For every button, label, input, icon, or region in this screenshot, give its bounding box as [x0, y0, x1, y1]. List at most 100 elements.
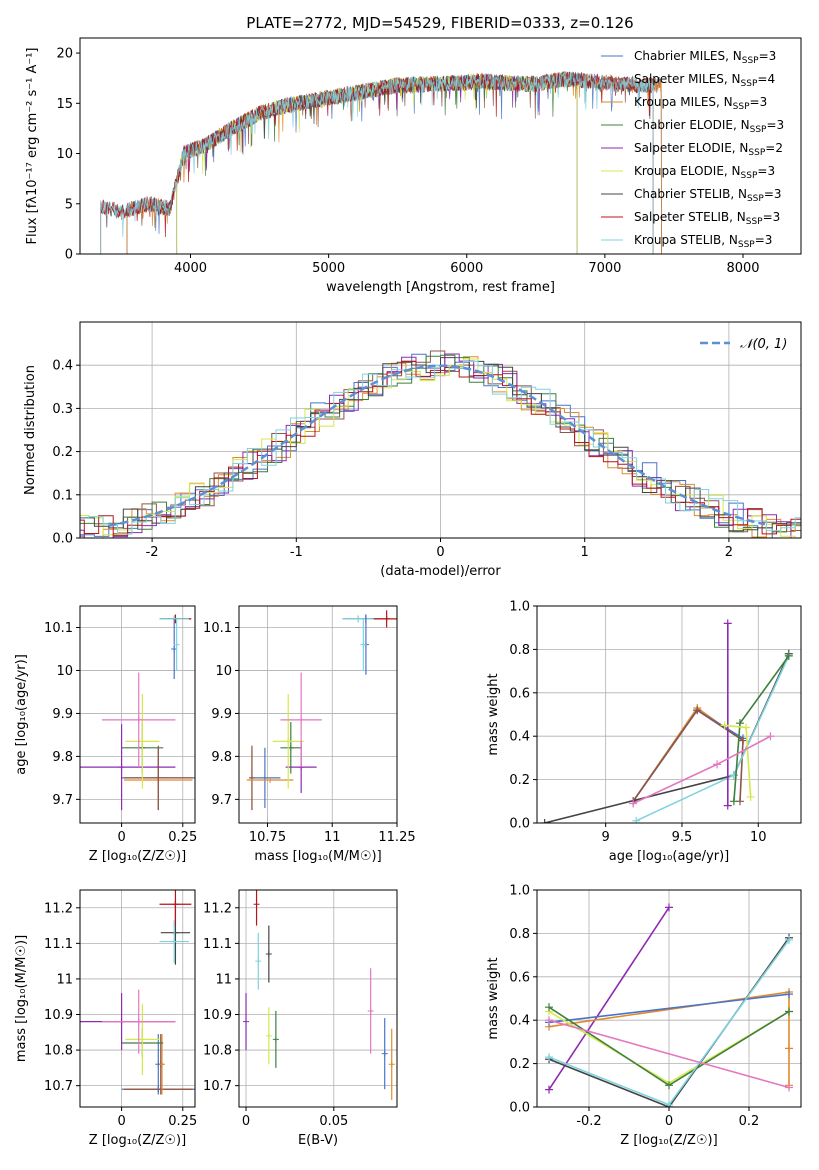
data-point — [265, 951, 272, 958]
y-tick-label: 11.1 — [44, 937, 73, 952]
y-axis-label: mass weight — [486, 957, 501, 1039]
y-tick-label: 0.0 — [52, 532, 73, 547]
x-axis-label: mass [log₁₀(M/M☉)] — [254, 849, 381, 864]
panel-mass-age: 10.75 11 11.25 9.7 9.8 9.9 10 10.1 mass [log₁₀(M… — [203, 605, 416, 864]
x-tick-label: 0.2 — [739, 1114, 760, 1129]
panel-spectrum: 4000 5000 6000 7000 8000 0 5 10 15 20 wavelength [… — [25, 37, 802, 295]
axes-frame — [79, 321, 802, 539]
histogram-step — [80, 350, 801, 538]
y-tick-label: 10.1 — [44, 621, 73, 636]
series-marker — [742, 723, 751, 732]
x-tick-label: 11.25 — [378, 830, 415, 845]
y-tick-label: 1.0 — [509, 600, 530, 615]
y-axis-label: mass weight — [486, 673, 501, 755]
y-tick-label: 9.8 — [211, 750, 232, 765]
y-tick-label: 10 — [56, 664, 73, 679]
y-tick-label: 0.4 — [509, 1014, 530, 1029]
y-axis-label: age [log₁₀(age/yr)] — [14, 654, 29, 775]
y-tick-label: 0.3 — [52, 402, 73, 417]
x-tick-label: 0.25 — [168, 1114, 197, 1129]
spectrum-line — [176, 71, 578, 254]
series-marker — [723, 619, 732, 628]
y-tick-label: 11 — [215, 972, 232, 987]
data-point — [253, 901, 260, 908]
series-marker — [720, 721, 729, 730]
legend-label: Salpeter MILES, NSSP=4 — [634, 72, 775, 89]
chart-title: PLATE=2772, MJD=54529, FIBERID=0333, z=0… — [246, 14, 633, 32]
series-marker — [713, 760, 722, 769]
data-point — [298, 716, 305, 723]
data-point — [360, 641, 367, 648]
x-axis-label: Z [log₁₀(Z/Z☉)] — [620, 1133, 717, 1148]
y-tick-label: 0.0 — [509, 1101, 530, 1116]
series-marker — [729, 797, 738, 806]
series-marker — [665, 1100, 673, 1107]
data-point — [388, 1061, 395, 1068]
y-tick-label: 11.2 — [203, 901, 232, 916]
y-tick-label: 0.8 — [509, 927, 530, 942]
y-tick-label: 0.6 — [509, 686, 530, 701]
axes-frame — [79, 605, 196, 824]
x-tick-label: 6000 — [450, 261, 483, 276]
histogram-step — [80, 361, 801, 535]
series-line — [548, 1019, 790, 1089]
axes-frame — [238, 605, 398, 824]
series-marker — [785, 1083, 793, 1092]
data-point — [172, 901, 179, 908]
data-point — [173, 641, 180, 648]
plot-area — [545, 903, 793, 1107]
y-tick-label: 11.1 — [203, 937, 232, 952]
histogram-step — [80, 358, 801, 538]
series-marker — [545, 1003, 553, 1012]
x-axis-label: E(B-V) — [298, 1133, 338, 1148]
x-tick-label: 0.05 — [319, 1114, 348, 1129]
spectrum-line — [126, 71, 662, 254]
legend-label: 𝒩(0, 1) — [740, 337, 787, 352]
series-marker — [545, 1016, 553, 1025]
x-tick-label: -0.2 — [576, 1114, 601, 1129]
data-point — [272, 1036, 279, 1043]
data-point — [265, 1032, 272, 1039]
plot-area — [243, 890, 395, 1100]
x-tick-label: 0 — [242, 1114, 250, 1129]
x-tick-label: 10 — [750, 830, 767, 845]
y-tick-label: 0.2 — [52, 445, 73, 460]
y-tick-label: 10.8 — [44, 1044, 73, 1059]
y-axis-label: Normed distribution — [23, 365, 38, 495]
y-tick-label: 5 — [65, 197, 73, 212]
series-marker — [735, 719, 744, 728]
series-marker — [785, 935, 793, 944]
data-point — [139, 1036, 146, 1043]
y-tick-label: 9.9 — [52, 707, 73, 722]
y-tick-label: 10.9 — [203, 1008, 232, 1023]
series-line — [544, 653, 790, 823]
x-tick-label: 10.75 — [249, 830, 286, 845]
legend-label: Kroupa MILES, NSSP=3 — [634, 95, 767, 112]
plot-area — [100, 71, 662, 254]
x-tick-label: 0 — [117, 830, 125, 845]
axes-frame — [536, 605, 802, 824]
y-tick-label: 10.9 — [44, 1008, 73, 1023]
series-marker — [785, 1044, 793, 1053]
series-line — [548, 991, 790, 1086]
y-tick-label: 1.0 — [509, 884, 530, 899]
x-axis-label: age [log₁₀(age/yr)] — [609, 849, 730, 864]
x-axis-label: (data-model)/error — [380, 564, 501, 579]
data-point — [172, 929, 179, 936]
y-tick-label: 0 — [65, 248, 73, 263]
series-marker — [632, 816, 641, 823]
series-marker — [785, 990, 793, 999]
series-line — [548, 993, 790, 1024]
data-point — [285, 738, 292, 745]
y-tick-label: 0.2 — [509, 773, 530, 788]
series-marker — [723, 801, 732, 810]
data-point — [255, 958, 262, 965]
x-tick-label: 0 — [665, 1114, 673, 1129]
panel-z-age: 0 0.25 9.7 9.8 9.9 10 10.1 Z [log₁₀(Z/Z☉)] age [… — [14, 605, 197, 864]
y-tick-label: 9.7 — [211, 793, 232, 808]
data-point — [381, 1050, 388, 1057]
histogram-step — [80, 356, 801, 538]
series-line — [632, 709, 744, 802]
data-point — [139, 738, 146, 745]
